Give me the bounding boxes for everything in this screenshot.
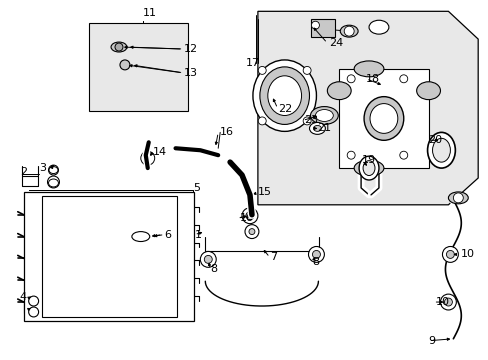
- Ellipse shape: [315, 109, 333, 121]
- Polygon shape: [99, 51, 154, 95]
- Circle shape: [344, 26, 353, 36]
- Text: 21: 21: [317, 123, 331, 134]
- Text: 5: 5: [193, 183, 200, 193]
- Ellipse shape: [340, 25, 357, 37]
- Circle shape: [308, 247, 324, 262]
- Text: 18: 18: [366, 74, 379, 84]
- Text: 10: 10: [460, 249, 474, 260]
- Bar: [24, 192, 194, 321]
- Circle shape: [303, 117, 310, 125]
- Bar: [41, 196, 176, 317]
- Circle shape: [244, 225, 258, 239]
- Circle shape: [444, 298, 451, 306]
- Text: 3: 3: [40, 163, 46, 173]
- Text: 8: 8: [210, 264, 217, 274]
- Circle shape: [311, 21, 319, 29]
- Ellipse shape: [132, 231, 149, 242]
- Text: 4: 4: [20, 292, 27, 302]
- Circle shape: [346, 151, 354, 159]
- Text: 13: 13: [183, 68, 197, 78]
- Text: 8: 8: [312, 257, 319, 267]
- Bar: [339, 69, 427, 168]
- Text: 19: 19: [361, 155, 375, 165]
- Text: 10: 10: [435, 297, 448, 307]
- Circle shape: [440, 294, 455, 310]
- Bar: [311, 19, 335, 37]
- Ellipse shape: [358, 156, 378, 180]
- Circle shape: [258, 67, 265, 75]
- Circle shape: [48, 165, 59, 175]
- Text: 6: 6: [164, 230, 171, 239]
- Ellipse shape: [310, 107, 338, 125]
- Ellipse shape: [111, 42, 127, 52]
- Ellipse shape: [48, 179, 59, 187]
- Text: 17: 17: [245, 58, 260, 68]
- Text: 1: 1: [194, 230, 201, 239]
- Text: 11: 11: [142, 8, 157, 18]
- Ellipse shape: [313, 125, 321, 131]
- Ellipse shape: [267, 76, 301, 116]
- Circle shape: [29, 296, 39, 306]
- Text: 22: 22: [277, 104, 291, 113]
- Ellipse shape: [353, 61, 383, 77]
- Text: 9: 9: [427, 336, 435, 346]
- Bar: [89, 23, 188, 111]
- Circle shape: [115, 43, 122, 51]
- Ellipse shape: [432, 138, 449, 162]
- Ellipse shape: [309, 122, 325, 134]
- Text: 20: 20: [427, 135, 442, 145]
- Text: 15: 15: [257, 187, 271, 197]
- Text: 14: 14: [152, 147, 166, 157]
- Circle shape: [248, 229, 254, 235]
- Text: 16: 16: [220, 127, 234, 138]
- Text: 16: 16: [240, 213, 253, 223]
- Ellipse shape: [259, 67, 309, 125]
- Circle shape: [204, 255, 212, 264]
- Ellipse shape: [326, 82, 350, 100]
- Circle shape: [442, 247, 457, 262]
- Ellipse shape: [369, 104, 397, 133]
- Text: 2: 2: [20, 167, 27, 177]
- Circle shape: [120, 60, 130, 70]
- Ellipse shape: [416, 82, 440, 100]
- Ellipse shape: [368, 20, 388, 34]
- Ellipse shape: [427, 132, 454, 168]
- Ellipse shape: [364, 96, 403, 140]
- Ellipse shape: [353, 160, 383, 176]
- Circle shape: [200, 251, 216, 267]
- Text: 24: 24: [328, 38, 343, 48]
- Circle shape: [29, 307, 39, 317]
- Ellipse shape: [252, 60, 316, 131]
- Circle shape: [242, 208, 257, 224]
- Text: 12: 12: [183, 44, 197, 54]
- Circle shape: [446, 251, 453, 258]
- Ellipse shape: [362, 161, 374, 176]
- Circle shape: [346, 75, 354, 83]
- Ellipse shape: [49, 167, 58, 174]
- Text: 23: 23: [304, 116, 318, 126]
- Circle shape: [452, 193, 462, 203]
- Circle shape: [399, 75, 407, 83]
- Polygon shape: [257, 11, 477, 205]
- Circle shape: [312, 251, 320, 258]
- Text: 7: 7: [269, 252, 276, 262]
- Circle shape: [245, 212, 253, 220]
- Ellipse shape: [447, 192, 468, 204]
- Circle shape: [399, 151, 407, 159]
- Circle shape: [258, 117, 265, 125]
- Circle shape: [303, 67, 310, 75]
- Circle shape: [47, 176, 60, 188]
- Circle shape: [141, 151, 154, 165]
